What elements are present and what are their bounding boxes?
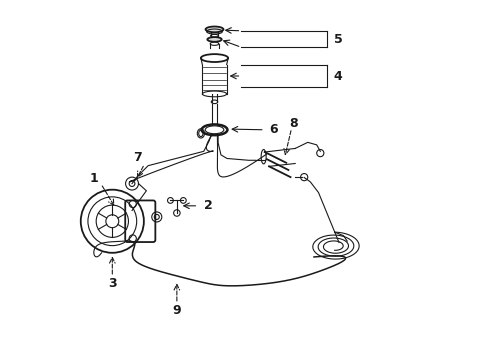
Ellipse shape [207,37,221,42]
Text: 3: 3 [108,278,117,291]
Ellipse shape [205,27,223,32]
Text: 5: 5 [334,32,343,46]
Text: 8: 8 [289,117,298,130]
Text: 7: 7 [133,151,142,164]
Text: 9: 9 [172,305,181,318]
Text: 1: 1 [89,172,98,185]
Text: 4: 4 [334,69,343,82]
Text: 6: 6 [270,123,278,136]
Text: 2: 2 [204,199,213,212]
